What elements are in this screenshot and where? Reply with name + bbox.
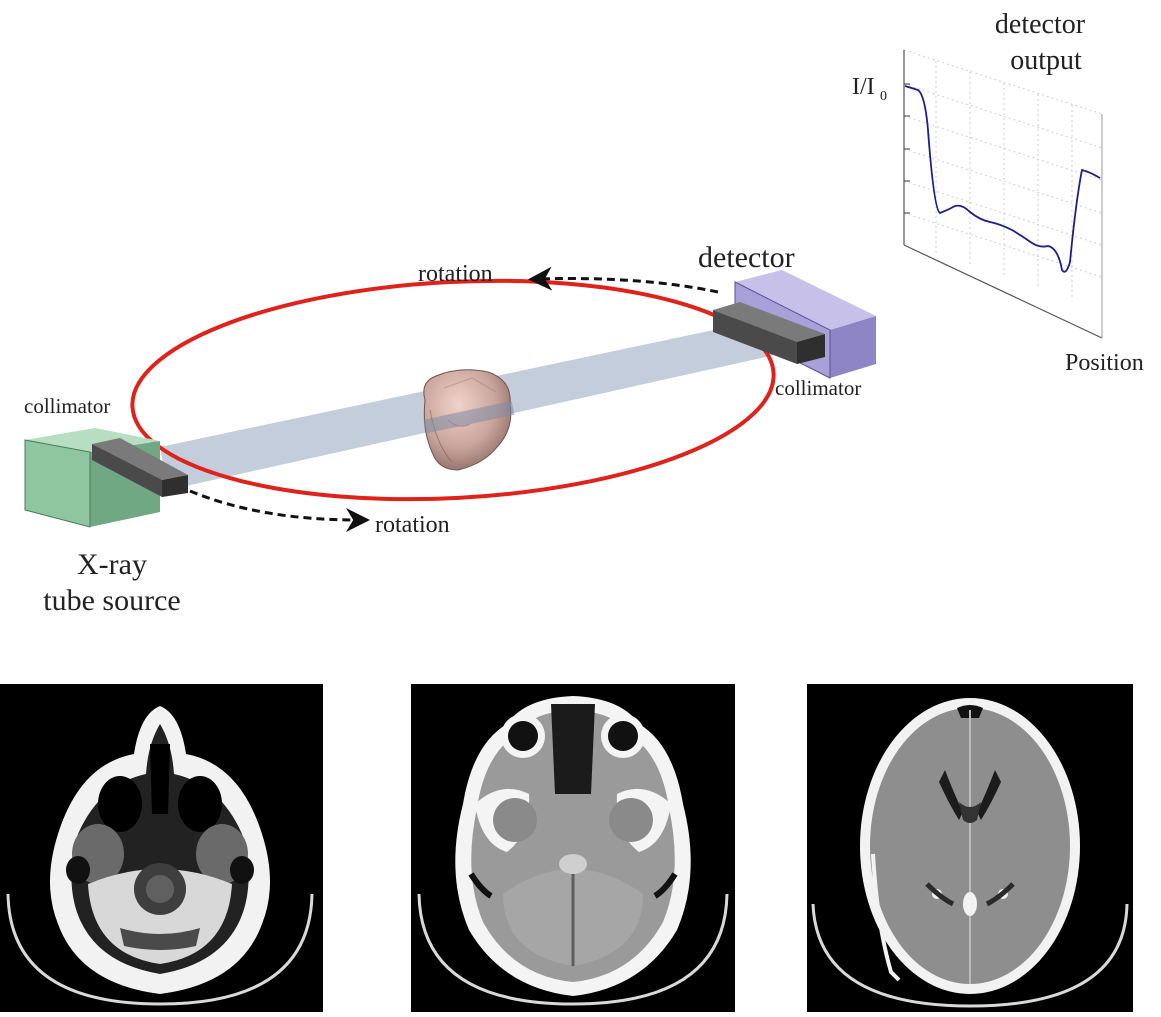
- source-collimator: [92, 438, 188, 497]
- source-label-line1: X-ray: [77, 548, 147, 581]
- ct-slice-cerebellum: [411, 684, 735, 1012]
- plot-x-axis: [903, 244, 1103, 339]
- detector-intensity-curve: [904, 85, 1101, 273]
- collimator-left-label: collimator: [24, 394, 110, 418]
- collimator-right-label: collimator: [775, 376, 861, 400]
- ct-slice-ventricles: [807, 684, 1133, 1012]
- source-label-line2: tube source: [43, 584, 180, 617]
- rotation-top-label: rotation: [418, 261, 493, 287]
- detector-label: detector: [698, 241, 795, 274]
- gantry-orbit: [130, 278, 776, 502]
- ct-slice-skull-base: [0, 684, 323, 1012]
- headrest-arc-2: [417, 893, 729, 1006]
- headrest-arc-3: [811, 903, 1129, 1008]
- rotation-arrow-top: [528, 266, 719, 294]
- detector-output-title-line1: detector: [995, 9, 1086, 40]
- detector-output-plot: detector output I/I 0 Position: [852, 9, 1144, 376]
- head-phantom: [423, 369, 515, 471]
- y-axis-subscript: 0: [880, 89, 887, 104]
- y-axis-label: I/I: [852, 74, 875, 100]
- x-axis-label: Position: [1065, 350, 1144, 376]
- rotation-arrow-bottom: [189, 489, 370, 532]
- rotation-bottom-label: rotation: [375, 512, 450, 538]
- detector-output-title-line2: output: [1010, 45, 1082, 76]
- detector-collimator: [713, 302, 825, 364]
- headrest-arc-1: [6, 893, 314, 1006]
- plot-grid: [903, 49, 1103, 300]
